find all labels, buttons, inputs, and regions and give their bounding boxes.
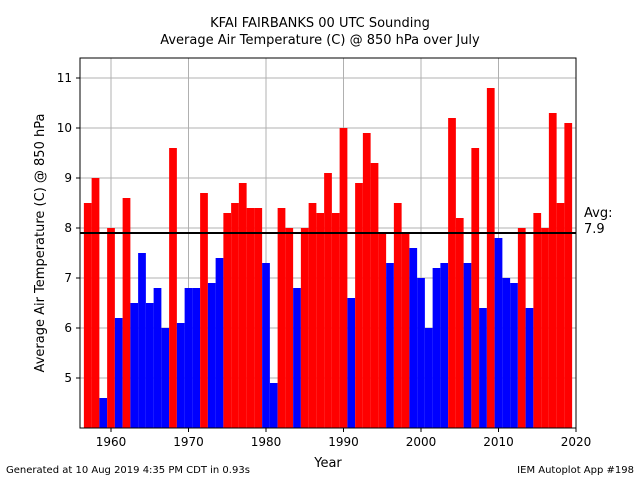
bar-2003: [440, 263, 449, 428]
bar-1997: [393, 203, 402, 428]
bar-1993: [362, 133, 371, 428]
bar-1996: [386, 263, 394, 428]
bar-2005: [455, 218, 464, 428]
tick-layer: 1960 1970 1980 1990 2000 2010 2020 5 6 7 8 9 10 11: [57, 71, 592, 449]
bar-1974: [215, 258, 224, 428]
bar-1969: [176, 323, 185, 428]
bar-1964: [138, 253, 146, 428]
bar-1985: [300, 228, 309, 428]
bar-2013: [517, 228, 526, 428]
bar-1986: [308, 203, 317, 428]
bar-1968: [169, 148, 177, 428]
bar-1957: [83, 203, 92, 428]
bar-2010: [494, 238, 503, 428]
y-tick-label: 8: [64, 221, 72, 235]
footer-app: IEM Autoplot App #198: [517, 465, 634, 476]
bar-2002: [432, 268, 441, 428]
bar-layer: [83, 88, 573, 428]
bar-1980: [262, 263, 270, 428]
bar-1973: [207, 283, 216, 428]
bar-1998: [401, 233, 410, 428]
bar-1963: [130, 303, 139, 428]
bar-1962: [122, 198, 131, 428]
bar-1983: [285, 228, 294, 428]
bar-1992: [355, 183, 363, 428]
x-tick-label: 2010: [483, 435, 514, 449]
bar-1972: [200, 193, 208, 428]
footer-generated: Generated at 10 Aug 2019 4:35 PM CDT in …: [6, 465, 250, 476]
x-tick-label: 2000: [406, 435, 437, 449]
bar-2017: [548, 113, 557, 428]
bar-2006: [463, 263, 472, 428]
bar-1994: [370, 163, 379, 428]
bar-1970: [184, 288, 193, 428]
bar-2011: [502, 278, 511, 428]
bar-2004: [448, 118, 456, 428]
y-tick-label: 7: [64, 271, 72, 285]
bar-1967: [161, 328, 170, 428]
bar-2014: [525, 308, 534, 428]
bar-1981: [269, 383, 278, 428]
y-tick-label: 11: [57, 71, 72, 85]
y-tick-label: 9: [64, 171, 72, 185]
bar-1982: [277, 208, 286, 428]
average-label-value: 7.9: [584, 222, 605, 237]
x-tick-label: 1980: [251, 435, 282, 449]
bar-2008: [479, 308, 487, 428]
x-axis-label: Year: [313, 456, 342, 471]
x-tick-label: 1990: [328, 435, 359, 449]
bar-1976: [231, 203, 239, 428]
bar-1965: [145, 303, 154, 428]
bar-1966: [153, 288, 162, 428]
y-tick-label: 6: [64, 321, 72, 335]
y-axis-label: Average Air Temperature (C) @ 850 hPa: [33, 114, 48, 373]
bar-1999: [409, 248, 418, 428]
bar-2000: [417, 278, 425, 428]
chart-subtitle: Average Air Temperature (C) @ 850 hPa ov…: [160, 33, 480, 48]
y-tick-label: 5: [64, 371, 72, 385]
average-label-title: Avg:: [584, 206, 613, 221]
chart-title: KFAI FAIRBANKS 00 UTC Sounding: [210, 16, 430, 31]
bar-1959: [99, 398, 108, 428]
bar-1987: [316, 213, 325, 428]
bar-2007: [471, 148, 480, 428]
bar-1958: [91, 178, 100, 428]
bar-1977: [238, 183, 247, 428]
y-tick-label: 10: [57, 121, 72, 135]
bar-1971: [192, 288, 201, 428]
bar-1995: [378, 233, 387, 428]
bar-2001: [424, 328, 433, 428]
average-label: Avg: 7.9: [584, 206, 612, 238]
bar-1960: [107, 228, 115, 428]
bar-1979: [254, 208, 263, 428]
bar-1990: [339, 128, 348, 428]
bar-1989: [331, 213, 340, 428]
x-tick-label: 1970: [173, 435, 204, 449]
bar-1961: [114, 318, 123, 428]
x-tick-label: 2020: [561, 435, 592, 449]
bar-1978: [246, 208, 255, 428]
bar-1991: [347, 298, 356, 428]
bar-1975: [223, 213, 232, 428]
plot-frame: [79, 57, 577, 429]
bar-2012: [510, 283, 518, 428]
bar-2015: [533, 213, 542, 428]
bar-2019: [564, 123, 573, 428]
x-tick-label: 1960: [96, 435, 127, 449]
bar-2018: [556, 203, 565, 428]
bar-1988: [324, 173, 332, 428]
bar-2009: [486, 88, 495, 428]
bar-2016: [541, 228, 549, 428]
bar-1984: [293, 288, 301, 428]
